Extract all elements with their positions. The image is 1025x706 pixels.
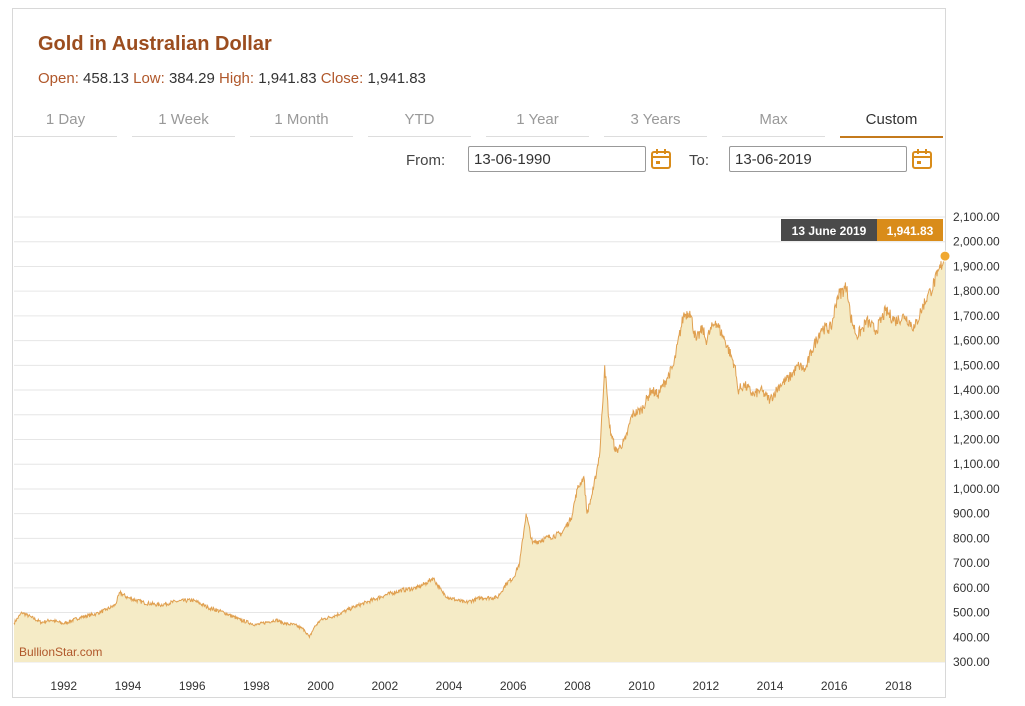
y-tick-label: 500.00 [953,606,990,620]
calendar-icon[interactable] [911,148,933,170]
x-tick-label: 1992 [50,679,77,693]
date-range-row: From: To: [0,146,946,176]
close-value: 1,941.83 [367,70,426,87]
y-tick-label: 1,100.00 [953,457,1000,471]
price-line [13,256,946,640]
tab-1-week[interactable]: 1 Week [132,108,235,137]
tab-3-years[interactable]: 3 Years [604,108,707,137]
x-axis-ticks: 1992 1994 1996 1998 2000 2002 2004 2006 2008 2010… [50,679,912,693]
y-tick-label: 700.00 [953,556,990,570]
tab-1-day[interactable]: 1 Day [14,108,117,137]
to-date-input[interactable] [729,146,907,172]
tooltip-date: 13 June 2019 [792,224,867,238]
y-tick-label: 900.00 [953,507,990,521]
x-tick-label: 2014 [757,679,784,693]
tab-1-year[interactable]: 1 Year [486,108,589,137]
low-label: Low: [133,70,165,87]
x-tick-label: 2010 [628,679,655,693]
tab-1-month[interactable]: 1 Month [250,108,353,137]
ohlc-summary: Open: 458.13 Low: 384.29 High: 1,941.83 … [38,70,426,87]
x-tick-label: 1996 [179,679,206,693]
chart-frame [12,8,946,698]
y-tick-label: 1,600.00 [953,334,1000,348]
y-tick-label: 1,000.00 [953,482,1000,496]
tab-custom[interactable]: Custom [840,108,943,138]
y-tick-label: 600.00 [953,581,990,595]
y-tick-label: 1,700.00 [953,309,1000,323]
y-tick-label: 2,100.00 [953,210,1000,224]
to-label: To: [689,152,710,169]
y-axis-ticks: 300.00 400.00 500.00 600.00 700.00 800.00 900.… [953,210,1000,669]
open-label: Open: [38,70,79,87]
tooltip-value-bg [877,219,943,241]
x-tick-label: 2002 [371,679,398,693]
x-tick-label: 1998 [243,679,270,693]
x-tick-label: 2012 [692,679,719,693]
tab-ytd[interactable]: YTD [368,108,471,137]
low-value: 384.29 [168,70,215,87]
x-tick-label: 2018 [885,679,912,693]
x-tick-label: 2004 [436,679,463,693]
calendar-icon[interactable] [650,148,672,170]
from-label: From: [406,152,446,169]
x-tick-label: 2006 [500,679,527,693]
y-tick-label: 1,900.00 [953,259,1000,273]
y-tick-label: 1,300.00 [953,408,1000,422]
close-label: Close: [320,70,364,87]
y-tick-label: 1,200.00 [953,433,1000,447]
y-tick-label: 800.00 [953,531,990,545]
tooltip: 13 June 2019 1,941.83 [781,219,943,241]
tooltip-value: 1,941.83 [887,224,934,238]
y-tick-label: 2,000.00 [953,235,1000,249]
y-tick-label: 300.00 [953,655,990,669]
x-tick-label: 2000 [307,679,334,693]
y-tick-label: 1,400.00 [953,383,1000,397]
tooltip-date-bg [781,219,877,241]
x-tick-label: 2016 [821,679,848,693]
watermark: BullionStar.com [19,645,102,659]
last-point-marker [939,250,951,262]
chart-title: Gold in Australian Dollar [38,33,272,55]
tab-max[interactable]: Max [722,108,825,137]
y-tick-label: 1,500.00 [953,358,1000,372]
from-date-input[interactable] [468,146,646,172]
y-tick-label: 400.00 [953,630,990,644]
price-area [14,256,945,662]
high-label: High: [219,70,255,87]
x-tick-label: 2008 [564,679,591,693]
y-tick-label: 1,800.00 [953,284,1000,298]
open-value: 458.13 [83,70,129,87]
high-value: 1,941.83 [258,70,317,87]
x-tick-label: 1994 [115,679,142,693]
